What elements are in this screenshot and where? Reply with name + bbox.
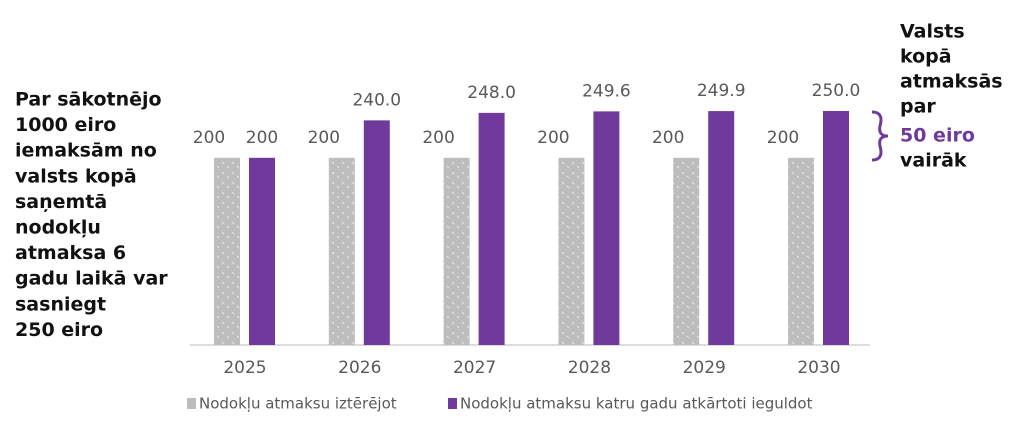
bar [558,157,585,345]
annotation-left: atmaksa 6 [15,242,126,264]
data-label: 240.0 [352,90,401,110]
annotation-right: par [900,96,936,118]
data-label: 200 [652,128,684,148]
annotation-right: kopā [900,46,952,68]
x-tick-label: 2030 [797,358,840,378]
bar [443,157,470,345]
annotation-left: sasniegt [15,293,106,315]
x-tick-label: 2027 [453,358,496,378]
bar [214,157,240,345]
bar [823,111,849,345]
annotation-left: 1000 eiro [15,114,116,136]
data-label: 249.9 [697,81,746,101]
bar [708,111,735,345]
annotation-left: valsts kopā [15,165,137,187]
bar [788,157,814,345]
data-label: 200 [537,128,569,148]
data-label: 200 [246,128,278,148]
data-label: 200 [422,128,454,148]
bar [249,157,275,345]
annotation-right: Valsts [900,21,965,43]
legend-label: Nodokļu atmaksu iztērējot [199,395,397,413]
x-tick-label: 2025 [223,358,266,378]
legend-label: Nodokļu atmaksu katru gadu atkārtoti ieg… [460,395,813,413]
data-label: 248.0 [467,83,516,103]
legend-swatch [187,398,196,409]
annotation-left: 250 eiro [15,319,103,341]
x-tick-label: 2026 [338,358,381,378]
data-label: 250.0 [812,81,861,101]
bar [328,157,355,345]
annotation-left: gadu laikā var [15,268,168,290]
data-label: 200 [193,128,225,148]
x-tick-label: 2029 [683,358,726,378]
bar [673,157,700,345]
annotation-right: atmaksās [900,71,1003,93]
annotation-left: Par sākotnējo [15,89,162,111]
x-tick-label: 2028 [568,358,611,378]
data-label: 200 [308,128,340,148]
annotation-left: iemaksām no [15,140,157,162]
bar [478,112,505,345]
legend-swatch [448,398,457,409]
annotation-right: vairāk [900,150,967,172]
bar [363,120,390,345]
annotation-highlight: 50 eiro [900,125,975,147]
annotation-left: saņemtā [15,191,107,213]
data-label: 249.6 [582,81,631,101]
data-label: 200 [767,128,799,148]
bar [593,111,620,346]
annotation-left: nodokļu [15,217,101,239]
brace [871,110,889,162]
